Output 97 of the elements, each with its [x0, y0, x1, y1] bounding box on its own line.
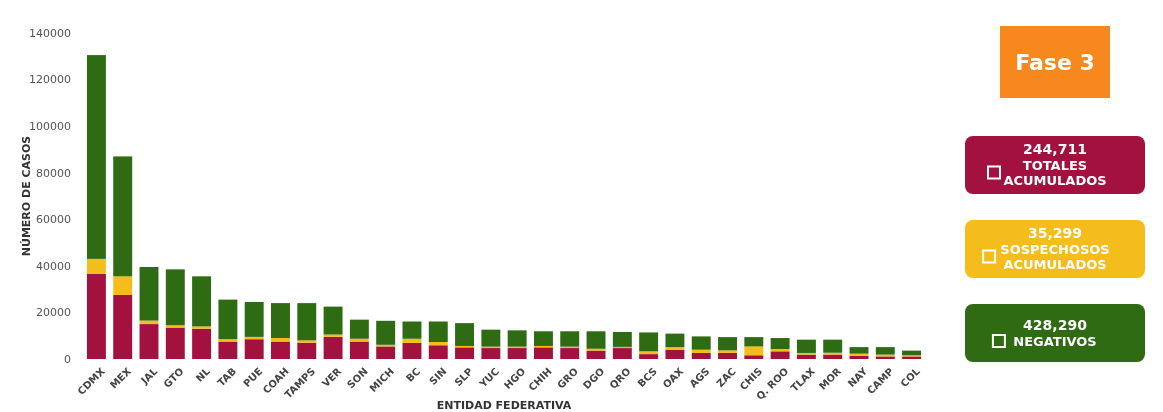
bar [113, 276, 133, 295]
bar [770, 338, 790, 349]
bar [507, 330, 527, 347]
bar [218, 341, 238, 359]
bar [323, 336, 343, 359]
bar [507, 348, 527, 359]
y-tick-label: 140000 [29, 26, 71, 40]
bar [402, 321, 422, 339]
y-tick-label: 80000 [36, 166, 71, 180]
bar [823, 354, 843, 359]
bar [718, 337, 737, 351]
bar [560, 331, 580, 347]
bar [481, 329, 501, 347]
bar [218, 339, 238, 342]
bar [849, 347, 869, 354]
bar [192, 326, 212, 329]
y-tick-label: 20000 [36, 306, 71, 320]
bar [428, 342, 448, 346]
legend-label: TOTALES ACUMULADOS [1003, 157, 1107, 188]
bar [349, 341, 369, 359]
bar [455, 347, 475, 359]
bar [796, 339, 816, 353]
bar [586, 350, 606, 359]
bar [665, 347, 685, 350]
y-tick-label: 100000 [29, 119, 71, 133]
bar [271, 341, 290, 359]
x-tick-label: JAL [138, 365, 160, 387]
bar [402, 338, 422, 343]
bar [612, 348, 632, 359]
y-axis-title: NÚMERO DE CASOS [20, 135, 33, 257]
bar [744, 355, 764, 359]
bar [770, 351, 790, 359]
legend-label: NEGATIVOS [1013, 333, 1097, 349]
bar [349, 338, 369, 342]
bar [139, 267, 159, 321]
bar [244, 339, 264, 359]
legend-label: SOSPECHOSOS ACUMULADOS [1000, 241, 1110, 272]
text: 35,299 [1027, 224, 1083, 241]
bar [665, 333, 685, 348]
y-tick-label: 120000 [29, 73, 71, 87]
x-tick-label: NL [193, 365, 213, 384]
y-tick-label: 40000 [36, 259, 71, 273]
bar [349, 319, 369, 339]
x-tick-label: TAB [215, 365, 239, 389]
text: 428,290 [1023, 316, 1088, 333]
bar [165, 327, 185, 359]
bar [691, 352, 711, 359]
bar [533, 347, 553, 359]
text: 244,711 [1023, 140, 1087, 157]
bar [639, 332, 659, 352]
text: Fase 3 [1015, 49, 1095, 75]
x-tick-label: COL [898, 365, 923, 390]
bar [86, 258, 106, 275]
x-axis-title: ENTIDAD FEDERATIVA [436, 399, 572, 412]
bar [560, 348, 580, 359]
bar [586, 331, 606, 349]
bar [875, 347, 895, 355]
bar [165, 269, 185, 326]
bar [481, 348, 501, 359]
bar [639, 351, 659, 355]
bar [665, 349, 685, 359]
bar [612, 331, 632, 347]
bar [455, 323, 475, 346]
bar [139, 324, 159, 359]
bar [428, 345, 448, 359]
bar [86, 55, 106, 259]
bar [428, 321, 448, 342]
bar [244, 301, 264, 337]
bar [113, 294, 133, 359]
y-tick-label: 0 [64, 352, 71, 366]
bar [113, 156, 133, 277]
y-tick-label: 60000 [36, 213, 71, 227]
bar [192, 276, 212, 327]
bar [744, 346, 764, 356]
bar [533, 331, 553, 346]
bar [218, 299, 238, 340]
bar [639, 354, 659, 359]
bar [402, 342, 422, 359]
bar [691, 336, 711, 350]
bar [823, 339, 843, 353]
bar [192, 328, 212, 359]
bar [297, 303, 317, 341]
bar [718, 350, 737, 353]
bar [376, 320, 396, 345]
x-tick-label: BC [403, 365, 423, 384]
bar [297, 342, 317, 359]
bar [796, 354, 816, 359]
bar [271, 338, 290, 342]
bar [376, 346, 396, 359]
bar [297, 340, 317, 343]
bar [718, 352, 737, 359]
bar [86, 274, 106, 359]
bar [691, 349, 711, 353]
bar [165, 325, 185, 328]
bar [744, 337, 764, 347]
bar [323, 306, 343, 335]
bar [271, 303, 290, 339]
